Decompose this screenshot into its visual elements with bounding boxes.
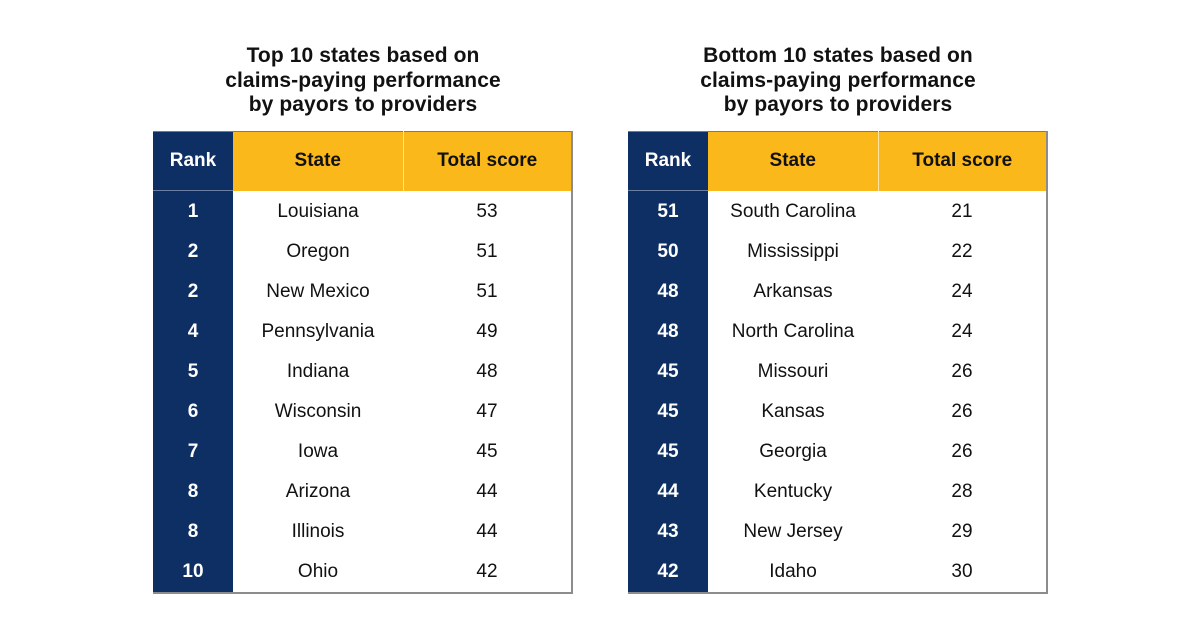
state-cell: Louisiana	[233, 190, 403, 232]
header-row: Rank State Total score	[153, 131, 572, 191]
title-line: Bottom 10 states based on	[703, 44, 973, 67]
rank-cell: 5	[153, 352, 233, 392]
table-row: 43 New Jersey 29	[628, 512, 1047, 552]
rank-cell: 45	[628, 352, 708, 392]
table-row: 6 Wisconsin 47	[153, 392, 572, 432]
score-cell: 21	[878, 190, 1047, 232]
score-cell: 26	[878, 392, 1047, 432]
rank-cell: 42	[628, 552, 708, 593]
table-row: 45 Georgia 26	[628, 432, 1047, 472]
table-row: 5 Indiana 48	[153, 352, 572, 392]
rank-cell: 48	[628, 272, 708, 312]
header-row: Rank State Total score	[628, 131, 1047, 191]
rank-cell: 10	[153, 552, 233, 593]
table-row: 45 Kansas 26	[628, 392, 1047, 432]
header-state: State	[708, 131, 879, 191]
state-cell: Ohio	[233, 552, 403, 593]
title-line: by payors to providers	[248, 93, 478, 116]
state-cell: Illinois	[233, 512, 403, 552]
top-10-title: Top 10 states based on claims-paying per…	[133, 44, 593, 118]
header-rank: Rank	[153, 131, 233, 191]
state-cell: Kentucky	[708, 472, 878, 512]
state-cell: Pennsylvania	[233, 312, 403, 352]
score-cell: 51	[403, 232, 572, 272]
rank-cell: 6	[153, 392, 233, 432]
rank-cell: 45	[628, 392, 708, 432]
table-row: 7 Iowa 45	[153, 432, 572, 472]
rank-cell: 2	[153, 232, 233, 272]
score-cell: 48	[403, 352, 572, 392]
rank-cell: 51	[628, 190, 708, 232]
title-line: claims-paying performance	[700, 68, 976, 92]
state-cell: Idaho	[708, 552, 878, 593]
score-cell: 45	[403, 432, 572, 472]
title-line: Top 10 states based on	[246, 44, 480, 67]
score-cell: 42	[403, 552, 572, 593]
table-row: 8 Arizona 44	[153, 472, 572, 512]
table-row: 44 Kentucky 28	[628, 472, 1047, 512]
score-cell: 53	[403, 190, 572, 232]
table-row: 48 Arkansas 24	[628, 272, 1047, 312]
rank-cell: 8	[153, 472, 233, 512]
score-cell: 29	[878, 512, 1047, 552]
state-cell: Indiana	[233, 352, 403, 392]
state-cell: Wisconsin	[233, 392, 403, 432]
state-cell: Kansas	[708, 392, 878, 432]
rank-cell: 43	[628, 512, 708, 552]
table-row: 45 Missouri 26	[628, 352, 1047, 392]
bottom-10-table: Rank State Total score 51 South Carolina 2…	[628, 131, 1048, 594]
score-cell: 47	[403, 392, 572, 432]
rank-cell: 44	[628, 472, 708, 512]
header-total-score: Total score	[878, 131, 1047, 191]
score-cell: 24	[878, 272, 1047, 312]
state-cell: Mississippi	[708, 232, 878, 272]
score-cell: 22	[878, 232, 1047, 272]
rank-cell: 4	[153, 312, 233, 352]
rank-cell: 2	[153, 272, 233, 312]
state-cell: Missouri	[708, 352, 878, 392]
state-cell: South Carolina	[708, 190, 878, 232]
rank-cell: 1	[153, 190, 233, 232]
title-line: claims-paying performance	[225, 68, 501, 92]
score-cell: 24	[878, 312, 1047, 352]
table-row: 1 Louisiana 53	[153, 190, 572, 232]
state-cell: North Carolina	[708, 312, 878, 352]
header-rank: Rank	[628, 131, 708, 191]
score-cell: 26	[878, 432, 1047, 472]
rank-cell: 50	[628, 232, 708, 272]
table-row: 2 Oregon 51	[153, 232, 572, 272]
score-cell: 26	[878, 352, 1047, 392]
bottom-10-title: Bottom 10 states based on claims-paying …	[608, 44, 1068, 118]
table-row: 4 Pennsylvania 49	[153, 312, 572, 352]
score-cell: 30	[878, 552, 1047, 593]
state-cell: Arizona	[233, 472, 403, 512]
score-cell: 28	[878, 472, 1047, 512]
state-cell: Arkansas	[708, 272, 878, 312]
header-state: State	[233, 131, 404, 191]
state-cell: Georgia	[708, 432, 878, 472]
table-row: 51 South Carolina 21	[628, 190, 1047, 232]
table-row: 2 New Mexico 51	[153, 272, 572, 312]
title-line: by payors to providers	[723, 93, 953, 116]
state-cell: New Jersey	[708, 512, 878, 552]
score-cell: 51	[403, 272, 572, 312]
state-cell: Iowa	[233, 432, 403, 472]
state-cell: Oregon	[233, 232, 403, 272]
rank-cell: 7	[153, 432, 233, 472]
table-row: 10 Ohio 42	[153, 552, 572, 593]
table-row: 48 North Carolina 24	[628, 312, 1047, 352]
score-cell: 44	[403, 512, 572, 552]
table-row: 50 Mississippi 22	[628, 232, 1047, 272]
score-cell: 44	[403, 472, 572, 512]
state-cell: New Mexico	[233, 272, 403, 312]
score-cell: 49	[403, 312, 572, 352]
rank-cell: 8	[153, 512, 233, 552]
rank-cell: 45	[628, 432, 708, 472]
table-row: 8 Illinois 44	[153, 512, 572, 552]
rank-cell: 48	[628, 312, 708, 352]
table-row: 42 Idaho 30	[628, 552, 1047, 593]
top-10-table: Rank State Total score 1 Louisiana 53 2 Oreg…	[153, 131, 573, 594]
header-total-score: Total score	[403, 131, 572, 191]
